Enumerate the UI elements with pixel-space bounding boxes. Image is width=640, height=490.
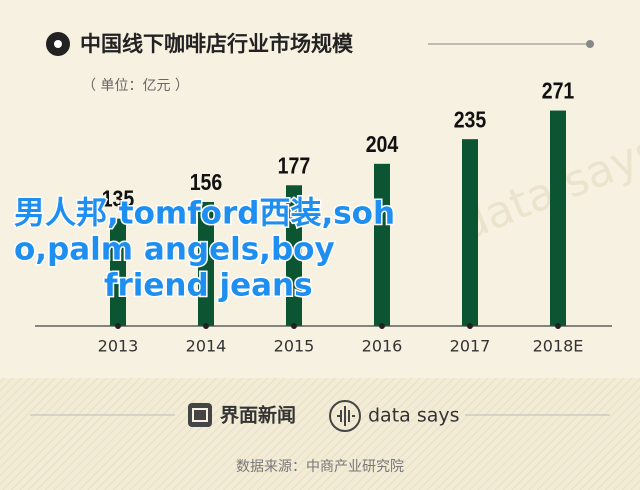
value-label: 156 [190,170,223,196]
baseline-dots [115,323,561,329]
brand-logo [188,403,212,427]
x-tick-label: 2017 [450,337,491,356]
baseline-dot [291,323,297,329]
x-tick-label: 2018E [533,337,584,356]
baseline-dot [379,323,385,329]
value-label: 235 [454,107,487,133]
chart-title: 中国线下咖啡店行业市场规模 [80,32,354,56]
value-label: 177 [278,153,311,179]
baseline-dot [467,323,473,329]
subtitle: （ 单位：亿元 ） [82,78,189,94]
brand2-logo-mark [337,406,355,426]
value-label: 204 [366,131,399,157]
overlay-line: 男人邦,tomford西装,soh [14,196,395,232]
value-label: 135 [102,186,135,212]
bar [550,110,566,327]
baseline-dot [203,323,209,329]
bar [198,201,214,326]
brand-logo-mark [192,408,208,422]
title-rule-dot [586,40,594,48]
source: 数据来源：中商产业研究院 [236,459,404,475]
brand2: data says [368,405,460,427]
x-tick-label: 2015 [274,337,315,356]
x-tick-label: 2013 [98,337,139,356]
bar [462,139,478,326]
baseline-dot [115,323,121,329]
bar [110,218,126,326]
brand: 界面新闻 [220,404,296,427]
footer-band [0,378,640,490]
brand2-logo [329,400,361,432]
plot: 135 2013 156 2014 177 2015 204 2016 235 2017 271 20… [98,78,584,355]
overlay-line: o,palm angels,boy [14,232,335,268]
x-tick-label: 2016 [362,337,403,356]
x-tick-label: 2014 [186,337,227,356]
title-icon-dot [54,40,62,48]
overlay-line: friend jeans [104,268,313,304]
bar [374,163,390,326]
baseline-dot [555,323,561,329]
value-label: 271 [542,78,575,104]
bar [286,185,302,326]
